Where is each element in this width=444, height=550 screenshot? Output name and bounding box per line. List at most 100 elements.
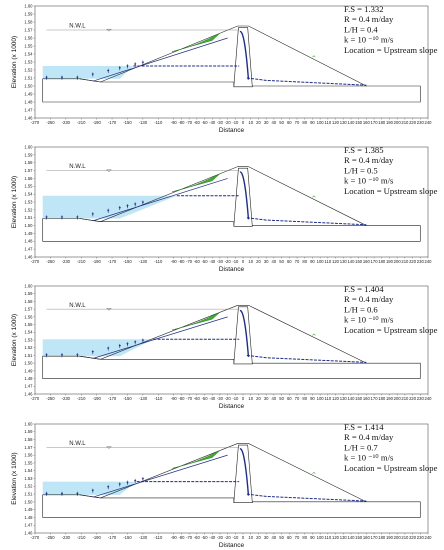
- x-tick-label: 110: [324, 535, 331, 540]
- x-tick-label: 130: [340, 120, 348, 125]
- y-tick-label: 1.53: [24, 476, 33, 481]
- pressure-arrowhead-1: [45, 216, 48, 219]
- slip-surface: [172, 32, 221, 52]
- x-tick-label: 140: [347, 535, 355, 540]
- x-tick-label: -110: [154, 535, 163, 540]
- x-tick-label: 140: [347, 396, 355, 401]
- y-tick-label: 1.51: [24, 353, 33, 358]
- y-tick-label: 1.46: [24, 254, 33, 259]
- x-tick-label: -250: [46, 396, 55, 401]
- x-tick-label: 90: [310, 120, 315, 125]
- x-tick-label: -10: [232, 535, 239, 540]
- phreatic-line-downstream: [246, 217, 367, 226]
- x-tick-label: 230: [417, 535, 425, 540]
- x-tick-label: 30: [264, 259, 269, 264]
- y-tick-label: 1.59: [24, 152, 33, 157]
- pressure-arrowhead-7: [126, 481, 129, 484]
- x-tick-label: -90: [171, 259, 178, 264]
- y-tick-label: 1.48: [24, 239, 33, 244]
- y-tick-label: 1.47: [24, 384, 33, 389]
- x-tick-label: 160: [363, 396, 371, 401]
- x-tick-label: -60: [194, 259, 201, 264]
- x-tick-label: -20: [225, 259, 232, 264]
- x-tick-label: -190: [92, 396, 101, 401]
- y-axis-label: Elevation (x 1000): [11, 452, 18, 504]
- x-tick-label: 130: [340, 259, 348, 264]
- x-tick-label: 70: [295, 396, 300, 401]
- x-tick-label: 140: [347, 120, 355, 125]
- x-tick-label: -90: [171, 535, 178, 540]
- plot-area: [34, 423, 429, 534]
- y-tick-label: 1.53: [24, 59, 33, 64]
- x-tick-label: 80: [302, 259, 307, 264]
- x-tick-label: -230: [62, 535, 71, 540]
- x-tick-label: 70: [295, 120, 300, 125]
- y-tick-label: 1.51: [24, 491, 33, 496]
- x-tick-label: -230: [62, 120, 71, 125]
- info-line-4: k = 10 ⁻¹⁰ m/s: [344, 35, 394, 45]
- x-tick-label: 50: [279, 535, 284, 540]
- y-axis-label: Elevation (x 1000): [11, 36, 18, 88]
- x-tick-label: 0: [242, 120, 245, 125]
- info-line-3: L/H = 0.7: [344, 442, 378, 452]
- x-tick-label: 170: [371, 396, 379, 401]
- pressure-arrowhead-3: [76, 76, 79, 79]
- y-tick-label: 1.58: [24, 160, 33, 165]
- x-tick-label: 170: [371, 535, 379, 540]
- info-line-4: k = 10 ⁻¹⁰ m/s: [344, 453, 394, 463]
- info-line-2: R = 0.4 m/day: [344, 14, 394, 24]
- x-tick-label: 30: [264, 535, 269, 540]
- y-tick-label: 1.52: [24, 67, 33, 72]
- x-tick-label: -210: [77, 259, 86, 264]
- x-tick-label: 60: [287, 535, 292, 540]
- y-tick-label: 1.60: [24, 283, 33, 288]
- y-tick-label: 1.54: [24, 468, 33, 473]
- y-tick-label: 1.49: [24, 507, 33, 512]
- x-tick-label: -210: [77, 535, 86, 540]
- chart-panel-1: N.W.L 1.46 1.47 1.48 1.49 1.50 1.51 1.52 1.53 1.5…: [11, 3, 438, 134]
- downstream-marker: [312, 195, 316, 198]
- y-tick-label: 1.52: [24, 345, 33, 350]
- x-tick-label: 90: [310, 396, 315, 401]
- x-tick-label: 140: [347, 259, 355, 264]
- x-tick-label: 200: [394, 535, 402, 540]
- x-tick-label: -190: [92, 259, 101, 264]
- x-tick-label: -230: [62, 396, 71, 401]
- x-tick-label: 150: [355, 396, 363, 401]
- x-tick-label: 180: [378, 259, 386, 264]
- foundation: [42, 355, 421, 379]
- x-tick-label: -170: [108, 259, 117, 264]
- x-tick-label: 240: [425, 396, 433, 401]
- x-tick-label: -150: [123, 259, 132, 264]
- x-tick-label: -250: [46, 120, 55, 125]
- x-tick-label: -40: [209, 396, 216, 401]
- x-tick-label: -170: [108, 396, 117, 401]
- phreatic-line-downstream: [246, 493, 367, 502]
- pressure-arrowhead-8: [133, 203, 137, 206]
- x-tick-label: 150: [355, 535, 363, 540]
- x-tick-label: 120: [332, 396, 340, 401]
- slip-surface: [172, 173, 221, 193]
- x-tick-label: 130: [340, 396, 348, 401]
- reservoir-water: [42, 339, 154, 357]
- info-line-4: k = 10 ⁻¹⁰ m/s: [344, 315, 394, 325]
- x-tick-label: 10: [248, 259, 253, 264]
- x-tick-label: 220: [409, 396, 417, 401]
- pressure-arrowhead-9: [141, 61, 145, 64]
- x-tick-label: 150: [355, 120, 363, 125]
- y-tick-label: 1.60: [24, 421, 33, 426]
- y-tick-label: 1.55: [24, 460, 33, 465]
- x-tick-label: 110: [324, 396, 331, 401]
- phreatic-line-downstream: [246, 354, 367, 363]
- pressure-arrowhead-1: [45, 76, 48, 79]
- x-tick-label: -80: [178, 396, 185, 401]
- x-tick-label: 120: [332, 259, 340, 264]
- x-tick-label: -30: [217, 535, 224, 540]
- y-tick-label: 1.60: [24, 3, 33, 8]
- x-tick-label: 40: [272, 535, 277, 540]
- core-outline: [233, 167, 253, 227]
- x-tick-label: 230: [417, 396, 425, 401]
- pressure-arrowhead-8: [133, 479, 137, 482]
- y-tick-label: 1.58: [24, 437, 33, 442]
- x-tick-label: -50: [201, 259, 208, 264]
